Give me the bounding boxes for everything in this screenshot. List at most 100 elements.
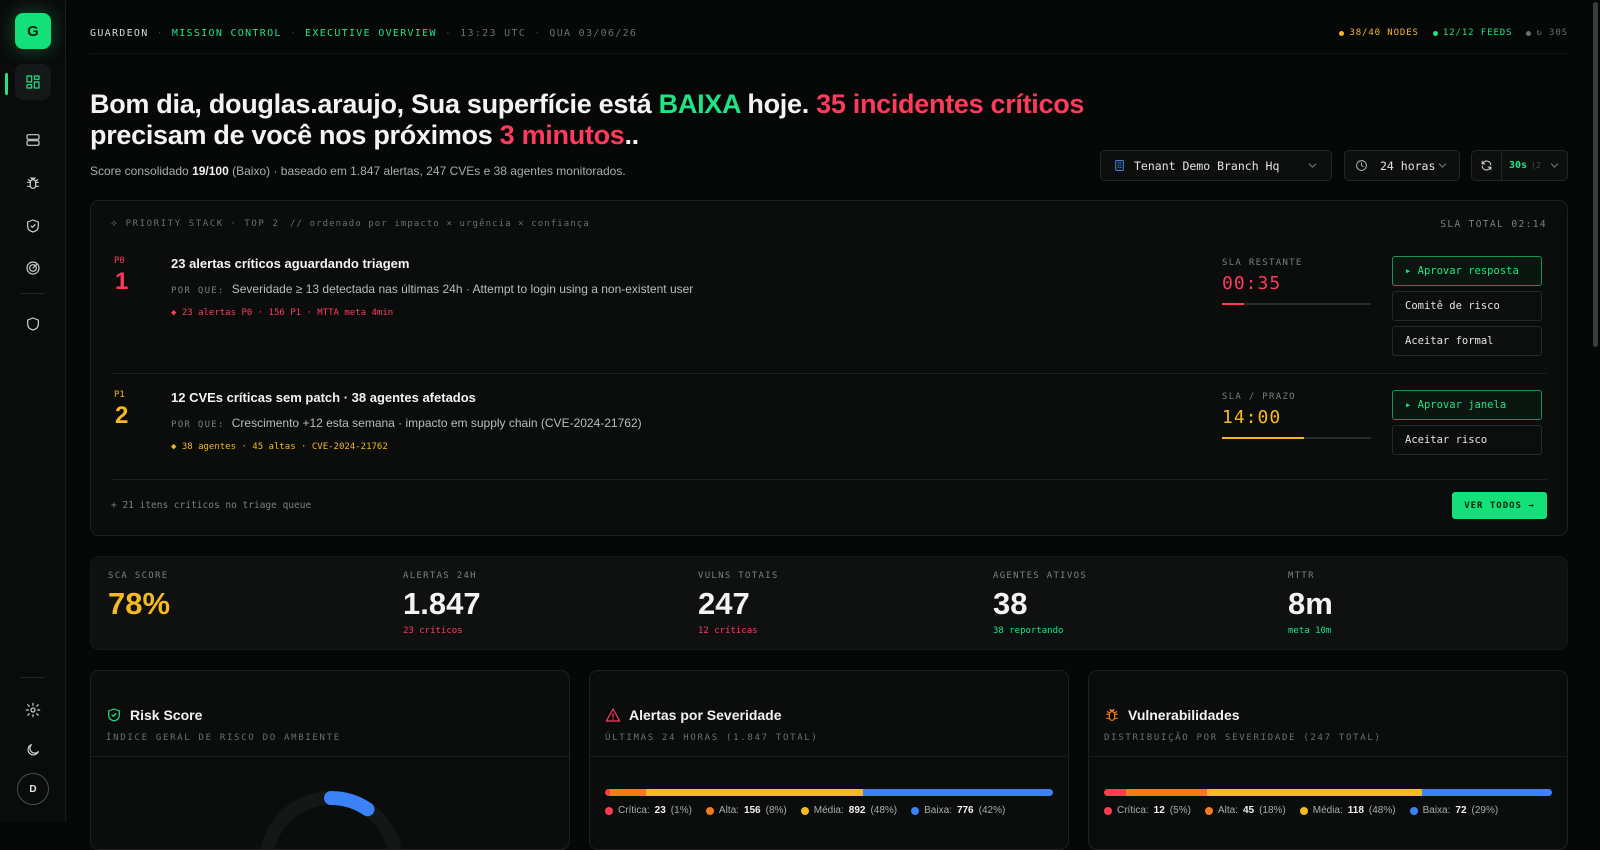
nav-vulnerabilities[interactable] [15,165,51,201]
accept-risk-button[interactable]: Aceitar risco [1392,425,1542,455]
bar-segment[interactable] [1126,789,1208,796]
bar-segment[interactable] [609,789,646,796]
card-title-text: Alertas por Severidade [629,707,782,723]
app-logo[interactable]: G [15,13,51,49]
legend-dot [605,806,613,815]
breadcrumb-section[interactable]: MISSION CONTROL [171,28,282,39]
triage-queue-link[interactable]: + 21 itens críticos no triage queue [111,500,312,511]
tenant-select[interactable]: Tenant Demo Branch Hq [1100,150,1332,181]
formal-accept-button[interactable]: Aceitar formal [1392,326,1542,356]
kpi-subtext: 12 críticas [698,626,758,636]
time-range-select[interactable]: 24 horas [1344,150,1460,181]
reason-text: Crescimento +12 esta semana · impacto em… [231,416,642,430]
kpi-sca-score[interactable]: SCA SCORE 78% [108,571,170,621]
risk-committee-button[interactable]: Comitê de risco [1392,291,1542,321]
priority-item: P0 1 23 alertas críticos aguardando tria… [111,256,1547,366]
legend-item: Baixa: 72 (29%) [1409,805,1499,816]
legend-item: Baixa: 776 (42%) [911,805,1005,816]
system-status: 38/40 NODES 12/12 FEEDS ↻ 30S [1339,28,1568,38]
kpi-alerts[interactable]: ALERTAS 24H 1.847 23 críticos [403,571,481,636]
summary-score: 19/100 [192,164,229,178]
bar-segment[interactable] [1104,789,1127,796]
nav-compliance[interactable] [15,208,51,244]
card-subtitle: DISTRIBUIÇÃO POR SEVERIDADE (247 TOTAL) [1104,733,1382,743]
page-scrollbar[interactable] [1593,2,1598,347]
legend-percent: (29%) [1471,805,1499,816]
bar-segment[interactable] [605,789,610,796]
nav-settings[interactable] [15,692,51,728]
bar-segment[interactable] [645,789,863,796]
refresh-interval-select[interactable]: 30s (2 [1502,159,1567,172]
breadcrumb-sep: · [289,28,298,39]
theme-toggle[interactable] [15,732,51,768]
nav-radar[interactable] [15,250,51,286]
legend-count: 892 [848,805,866,816]
risk-score-gauge [260,791,402,849]
nav-servers[interactable] [15,122,51,158]
legend-label: Alta: [1217,805,1238,816]
reason-text: Severidade ≥ 13 detectada nas últimas 24… [231,282,694,296]
kpi-value: 247 [698,586,750,621]
dashboard-icon [26,75,40,89]
legend-dot [705,806,714,815]
legend-count: 23 [654,805,666,816]
priority-item: P1 2 12 CVEs críticas sem patch · 38 age… [111,390,1547,460]
legend-count: 72 [1455,805,1467,816]
kpi-label: AGENTES ATIVOS [993,571,1088,581]
summary-rest: (Baixo) · baseado em 1.847 alertas, 247 … [228,164,626,178]
sla-progress-bar [1222,303,1371,305]
refresh-interval-value: 30s [1509,160,1528,171]
legend-label: Alta: [718,805,739,816]
sidebar: G D [0,0,66,822]
top-bar: GUARDEON · MISSION CONTROL · EXECUTIVE O… [90,28,1568,42]
card-title: Vulnerabilidades [1104,707,1240,723]
approve-response-button[interactable]: ▸ Aprovar resposta [1392,256,1542,286]
headline-level: BAIXA [658,89,741,119]
legend-label: Média: [1312,805,1343,816]
severity-stacked-bar [605,789,1053,796]
kpi-agents[interactable]: AGENTES ATIVOS 38 38 reportando [993,571,1087,636]
priority-title[interactable]: 12 CVEs críticas sem patch · 38 agentes … [171,390,476,405]
breadcrumb-brand[interactable]: GUARDEON [90,28,149,39]
kpi-vulns[interactable]: VULNS TOTAIS 247 12 críticas [698,571,779,636]
refresh-control: 30s (2 [1471,150,1568,181]
shield-icon [27,317,39,331]
kpi-subtext: 23 críticos [403,626,463,636]
page-headline: Bom dia, douglas.araujo, Sua superfície … [90,89,1090,151]
nav-dashboard[interactable] [15,64,51,100]
chevron-down-icon [1550,163,1559,168]
reason-label: POR QUE: [171,420,225,430]
card-subtitle: ÍNDICE GERAL DE RISCO DO AMBIENTE [106,733,341,743]
sla-value: 14:00 [1222,407,1282,428]
priority-title[interactable]: 23 alertas críticos aguardando triagem [171,256,410,271]
legend-dot [1299,806,1308,815]
priority-stack-panel: ⟡ PRIORITY STACK · TOP 2 // ordenado por… [90,200,1568,536]
legend-count: 776 [956,805,974,816]
refresh-button[interactable] [1472,151,1502,180]
kpi-label: VULNS TOTAIS [698,571,779,581]
legend-count: 12 [1153,805,1165,816]
gauge-value-arc [324,791,375,817]
priority-stack-count: · TOP 2 [230,219,280,229]
bar-segment[interactable] [862,789,1053,796]
reason-label: POR QUE: [171,286,225,296]
card-title: Alertas por Severidade [605,707,782,723]
avatar[interactable]: D [17,773,49,805]
kpi-mttr[interactable]: MTTR 8m meta 10m [1288,571,1333,636]
vuln-legend: Crítica: 12 (5%) Alta: 45 (18%) Média: 118 (48%)… [1104,805,1498,816]
priority-stack-header: ⟡ PRIORITY STACK · TOP 2 // ordenado por… [111,219,590,229]
bar-segment[interactable] [1207,789,1423,796]
bar-segment[interactable] [1422,789,1552,796]
legend-count: 45 [1242,805,1255,816]
kpi-label: ALERTAS 24H [403,571,477,581]
kpi-label: MTTR [1288,571,1315,581]
headline-greeting: Bom dia, douglas.araujo, Sua superfície … [90,89,659,119]
approve-window-button[interactable]: ▸ Aprovar janela [1392,390,1542,420]
nav-security[interactable] [15,306,51,342]
legend-percent: (1%) [670,805,692,816]
active-indicator [5,73,8,95]
breadcrumb-sep: · [534,28,542,39]
breadcrumb-sep: · [444,28,453,39]
see-all-button[interactable]: VER TODOS → [1452,492,1547,519]
priority-rank: 2 [115,402,129,429]
